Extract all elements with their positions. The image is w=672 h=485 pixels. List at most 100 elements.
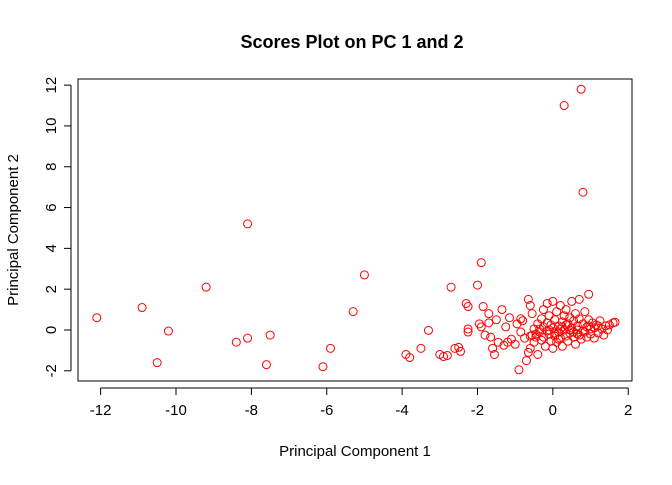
- data-point: [544, 325, 554, 335]
- data-point: [480, 330, 490, 340]
- data-point: [584, 321, 594, 331]
- y-axis: -2 0 2 4 6 8 10 12: [43, 77, 72, 377]
- x-tick-label: 2: [624, 402, 632, 419]
- data-point: [92, 313, 102, 323]
- data-point: [559, 311, 569, 321]
- data-point: [603, 325, 613, 335]
- data-point: [580, 307, 590, 317]
- data-point: [505, 313, 515, 323]
- data-point: [531, 329, 541, 339]
- data-point: [533, 349, 543, 359]
- data-point: [261, 360, 271, 370]
- data-points: [92, 84, 620, 375]
- data-point: [525, 301, 535, 310]
- chart-title: Scores Plot on PC 1 and 2: [240, 32, 463, 52]
- data-point: [538, 332, 548, 342]
- data-point: [489, 349, 499, 359]
- y-tick-label: 2: [43, 285, 60, 293]
- y-tick-label: 10: [43, 118, 60, 135]
- data-point: [552, 307, 562, 317]
- data-point: [152, 358, 162, 368]
- y-tick-label: -2: [43, 364, 60, 377]
- data-point: [567, 296, 577, 306]
- data-point: [555, 301, 565, 310]
- data-point: [516, 327, 526, 337]
- x-tick-label: -2: [471, 402, 484, 419]
- data-point: [326, 343, 336, 353]
- data-point: [529, 337, 539, 347]
- data-point: [484, 309, 494, 319]
- y-tick-label: 8: [43, 163, 60, 171]
- data-point: [563, 336, 573, 346]
- data-point: [569, 327, 579, 337]
- data-point: [137, 303, 147, 313]
- data-point: [478, 302, 488, 312]
- data-point: [546, 320, 556, 330]
- y-tick-label: 12: [43, 77, 60, 94]
- data-point: [516, 314, 526, 324]
- data-point: [359, 270, 369, 280]
- data-point: [484, 318, 494, 328]
- x-axis-label: Principal Component 1: [279, 443, 431, 460]
- data-point: [523, 347, 533, 357]
- data-point: [548, 296, 558, 306]
- data-point: [570, 339, 580, 349]
- data-point: [501, 322, 511, 332]
- data-point: [243, 219, 253, 229]
- data-point: [497, 305, 507, 315]
- data-point: [593, 321, 603, 331]
- x-tick-label: -6: [320, 402, 333, 419]
- data-point: [557, 341, 567, 351]
- data-point: [595, 316, 605, 326]
- y-tick-label: 6: [43, 203, 60, 211]
- data-point: [576, 334, 586, 344]
- data-point: [472, 280, 482, 290]
- x-axis: -12 -10 -8 -6 -4 -2 0 2: [90, 387, 632, 419]
- data-point: [456, 346, 466, 356]
- data-point: [463, 327, 473, 337]
- data-point: [450, 343, 460, 353]
- data-point: [559, 101, 569, 111]
- data-point: [576, 84, 586, 94]
- data-point: [550, 328, 560, 338]
- data-point: [561, 305, 571, 315]
- data-point: [476, 258, 486, 268]
- data-point: [518, 316, 528, 326]
- data-point: [416, 343, 426, 353]
- data-point: [514, 365, 524, 375]
- data-point: [525, 331, 535, 341]
- data-point: [463, 324, 473, 334]
- data-point: [584, 289, 594, 299]
- plot-frame: [77, 78, 633, 382]
- data-point: [488, 343, 498, 353]
- data-point: [542, 298, 552, 308]
- x-tick-label: -8: [245, 402, 258, 419]
- data-point: [265, 330, 275, 340]
- data-point: [555, 333, 565, 343]
- data-point: [231, 337, 241, 347]
- data-point: [544, 311, 554, 321]
- data-point: [405, 353, 415, 363]
- x-tick-label: 0: [549, 402, 557, 419]
- data-point: [520, 333, 530, 343]
- y-tick-label: 4: [43, 244, 60, 252]
- data-point: [454, 342, 464, 352]
- data-point: [521, 356, 531, 366]
- data-point: [527, 309, 537, 319]
- data-point: [201, 282, 211, 292]
- x-tick-label: -10: [165, 402, 187, 419]
- data-point: [442, 350, 452, 360]
- data-point: [463, 302, 473, 312]
- data-point: [574, 330, 584, 340]
- data-point: [610, 317, 620, 327]
- data-point: [423, 325, 433, 335]
- data-point: [243, 333, 253, 343]
- data-point: [557, 322, 567, 332]
- x-tick-label: -12: [90, 402, 112, 419]
- data-point: [493, 337, 503, 347]
- data-point: [163, 326, 173, 336]
- data-point: [348, 307, 358, 317]
- data-point: [318, 362, 328, 372]
